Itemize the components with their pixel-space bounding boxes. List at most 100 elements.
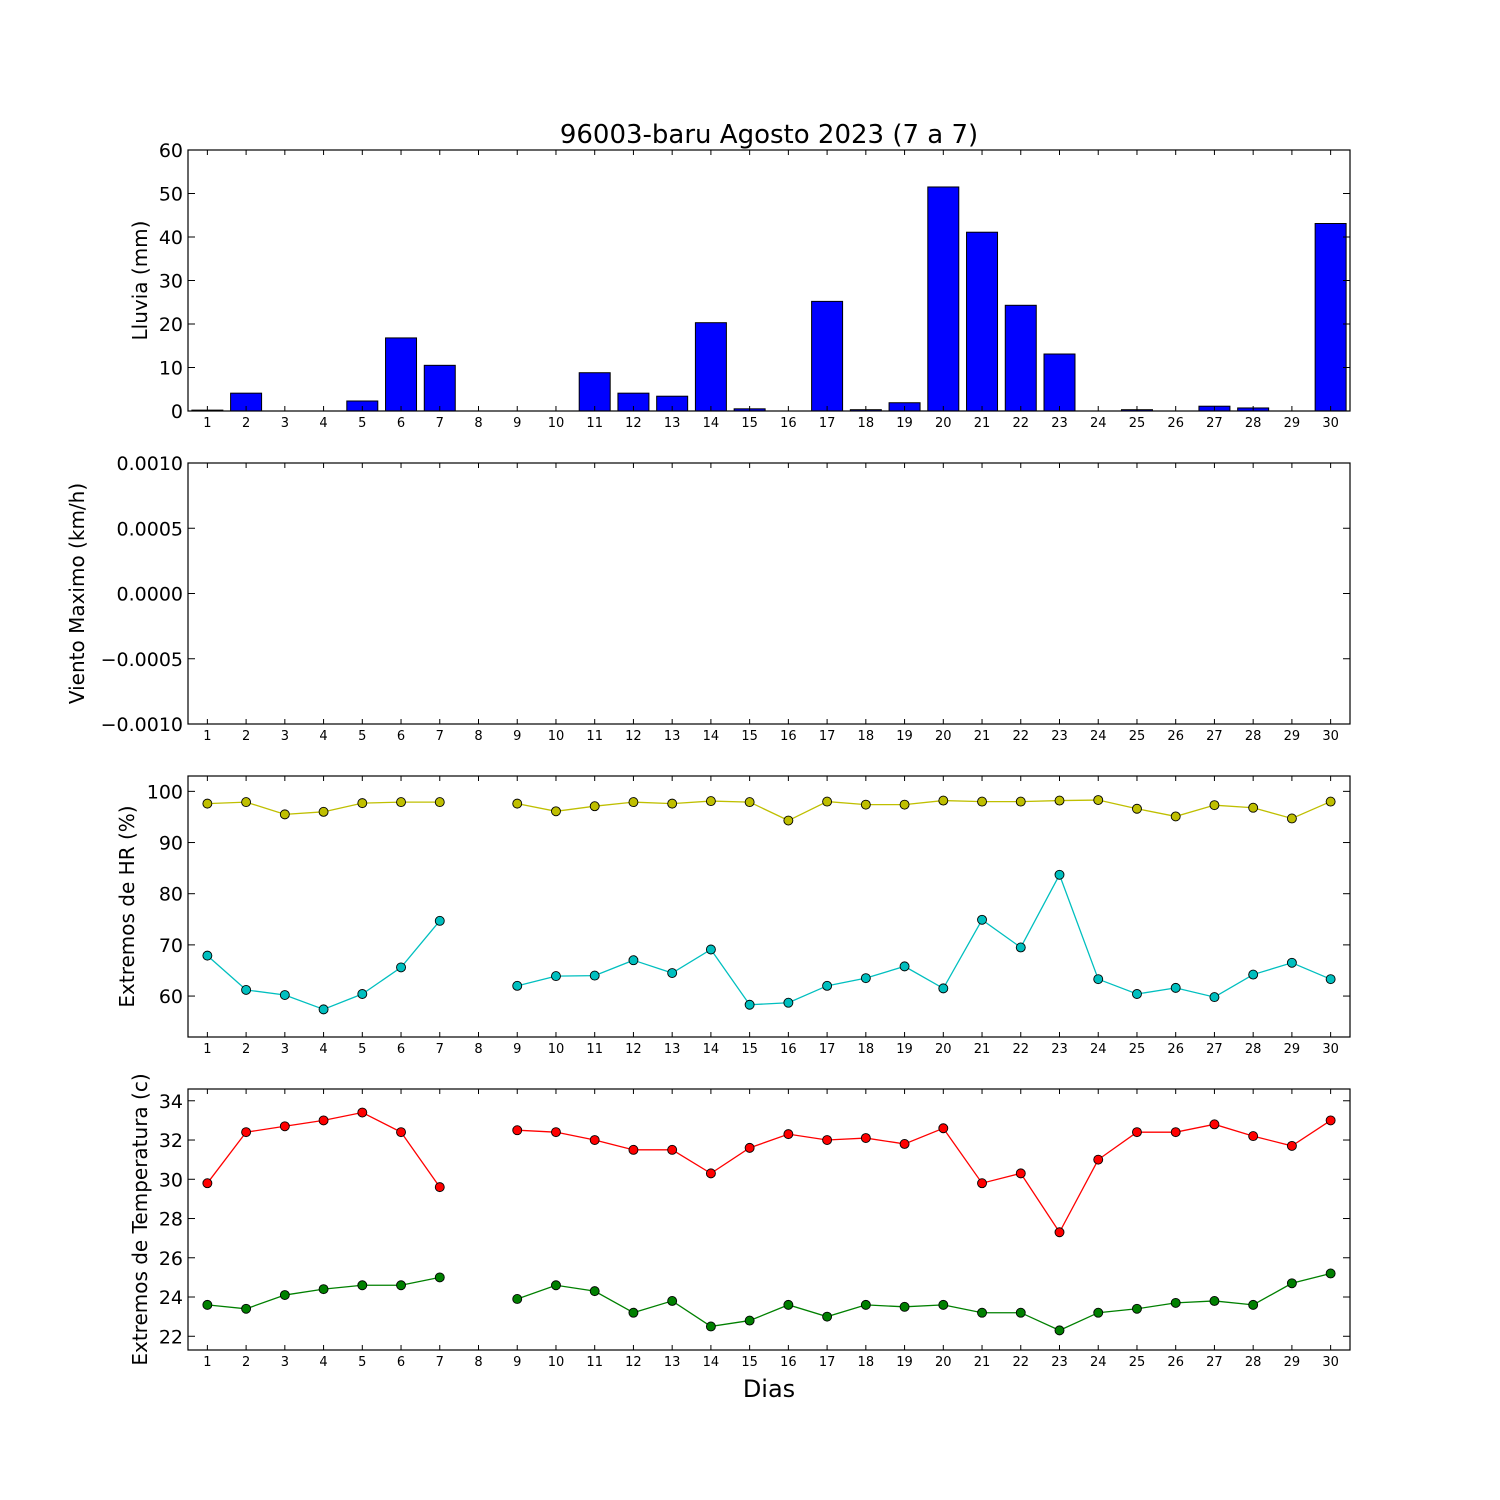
temperature-series-1-point-day-11	[589, 1286, 600, 1297]
rain-xtick-label: 13	[664, 416, 681, 431]
rain-xtick-label: 19	[896, 416, 913, 431]
chart-title: 96003-baru Agosto 2023 (7 a 7)	[560, 120, 978, 150]
humidity-xtick-label: 26	[1167, 1042, 1184, 1057]
humidity-series-1-point-day-14	[705, 944, 716, 955]
humidity-series-0-point-day-27	[1209, 800, 1220, 811]
humidity-series-1-point-day-27	[1209, 992, 1220, 1003]
rain-xtick-label: 3	[281, 416, 289, 431]
temperature-series-0-point-day-15	[744, 1142, 755, 1153]
humidity-series-1-point-day-20	[938, 983, 949, 994]
temperature-xtick-label: 30	[1322, 1355, 1339, 1370]
temperature-ytick-label: 32	[159, 1130, 183, 1152]
humidity-xtick-label: 10	[548, 1042, 565, 1057]
rain-xtick-label: 2	[242, 416, 250, 431]
humidity-series-0-point-day-10	[551, 806, 561, 817]
rain-xtick-label: 28	[1245, 416, 1262, 431]
humidity-series-0-point-day-26	[1170, 811, 1181, 822]
rain-ytick-label: 30	[159, 271, 183, 293]
temperature-xtick-label: 22	[1012, 1355, 1029, 1370]
wind-xtick-label: 2	[242, 729, 250, 744]
humidity-series-0-point-day-1	[202, 798, 213, 809]
temperature-series-0-point-day-28	[1248, 1131, 1259, 1142]
humidity-xtick-label: 22	[1012, 1042, 1029, 1057]
humidity-series-1-point-day-13	[667, 968, 678, 978]
rain-ytick-label: 10	[159, 358, 183, 380]
temperature-series-1-point-day-2	[241, 1303, 252, 1314]
humidity-xtick-label: 17	[819, 1042, 836, 1057]
rain-bar-day-6	[385, 337, 418, 412]
humidity-xtick-label: 24	[1090, 1042, 1107, 1057]
humidity-xtick-label: 11	[586, 1042, 603, 1057]
temperature-xtick-label: 3	[281, 1355, 289, 1370]
rain-axes-frame	[187, 149, 1351, 412]
temperature-series-1-point-day-10	[551, 1280, 561, 1291]
humidity-series-1-point-day-29	[1286, 957, 1297, 968]
rain-bar-day-17	[811, 300, 844, 412]
humidity-series-1-point-day-9	[512, 980, 523, 991]
wind-axes-frame	[187, 462, 1351, 725]
wind-xtick-label: 6	[397, 729, 405, 744]
temperature-series-1-point-day-20	[938, 1299, 949, 1310]
humidity-series-1-point-day-17	[822, 980, 833, 991]
temperature-series-1-point-day-13	[667, 1295, 678, 1306]
temperature-ytick-label: 34	[159, 1091, 183, 1113]
humidity-series-1-point-day-22	[1015, 942, 1026, 953]
humidity-ytick-label: 100	[147, 781, 183, 803]
rain-xtick-label: 17	[819, 416, 836, 431]
wind-xtick-label: 12	[625, 729, 642, 744]
temperature-series-0-point-day-12	[628, 1144, 639, 1155]
humidity-xtick-label: 13	[664, 1042, 681, 1057]
humidity-xtick-label: 19	[896, 1042, 913, 1057]
rain-xtick-label: 4	[319, 416, 327, 431]
humidity-xtick-label: 5	[358, 1042, 366, 1057]
temperature-series-1-point-day-19	[899, 1301, 910, 1312]
temperature-series-0-point-day-1	[202, 1178, 213, 1189]
humidity-xtick-label: 8	[474, 1042, 482, 1057]
temperature-series-1-point-day-23	[1054, 1325, 1065, 1336]
wind-xtick-label: 19	[896, 729, 913, 744]
humidity-xtick-label: 2	[242, 1042, 250, 1057]
humidity-xtick-label: 16	[780, 1042, 797, 1057]
wind-xtick-label: 1	[203, 729, 211, 744]
temperature-series-1-point-day-28	[1248, 1299, 1259, 1310]
rain-xtick-label: 6	[397, 416, 405, 431]
temperature-series-0-point-day-9	[512, 1125, 523, 1136]
temperature-xtick-label: 27	[1206, 1355, 1223, 1370]
temperature-series-0-point-day-27	[1209, 1119, 1220, 1130]
humidity-series-0-point-day-22	[1015, 796, 1026, 807]
temperature-series-0-point-day-4	[318, 1115, 329, 1126]
temperature-xtick-label: 21	[974, 1355, 991, 1370]
temperature-xtick-label: 24	[1090, 1355, 1107, 1370]
humidity-series-1-line-1	[517, 873, 1331, 1006]
humidity-series-0-point-day-19	[899, 799, 910, 810]
humidity-xtick-label: 28	[1245, 1042, 1262, 1057]
temperature-series-1-line-1	[517, 1272, 1331, 1332]
temperature-xtick-label: 1	[203, 1355, 211, 1370]
humidity-series-0-point-day-7	[434, 797, 445, 808]
temperature-series-1-point-day-6	[396, 1280, 406, 1291]
humidity-series-1-point-day-21	[977, 914, 987, 925]
temperature-series-1-point-day-14	[705, 1321, 716, 1332]
wind-y-axis-label: Viento Maximo (km/h)	[65, 483, 89, 704]
humidity-series-0-point-day-2	[241, 797, 252, 808]
rain-y-axis-label: Lluvia (mm)	[128, 221, 152, 341]
humidity-series-1-point-day-30	[1325, 974, 1336, 985]
rain-xtick-label: 18	[858, 416, 875, 431]
temperature-series-1-point-day-9	[512, 1294, 523, 1304]
wind-xtick-label: 10	[548, 729, 565, 744]
humidity-ytick-label: 70	[159, 935, 183, 957]
temperature-xtick-label: 8	[474, 1355, 482, 1370]
rain-xtick-label: 10	[548, 416, 565, 431]
humidity-ytick-label: 80	[159, 884, 183, 906]
rain-bar-day-14	[694, 322, 727, 412]
humidity-xtick-label: 18	[858, 1042, 875, 1057]
temperature-series-1-point-day-5	[357, 1280, 368, 1291]
rain-bar-day-22	[1004, 304, 1037, 412]
temperature-series-0-point-day-6	[396, 1127, 406, 1138]
rain-ytick-label: 40	[159, 227, 183, 249]
humidity-series-1-point-day-24	[1093, 974, 1104, 985]
temperature-xtick-label: 11	[586, 1355, 603, 1370]
rain-xtick-label: 29	[1284, 416, 1301, 431]
